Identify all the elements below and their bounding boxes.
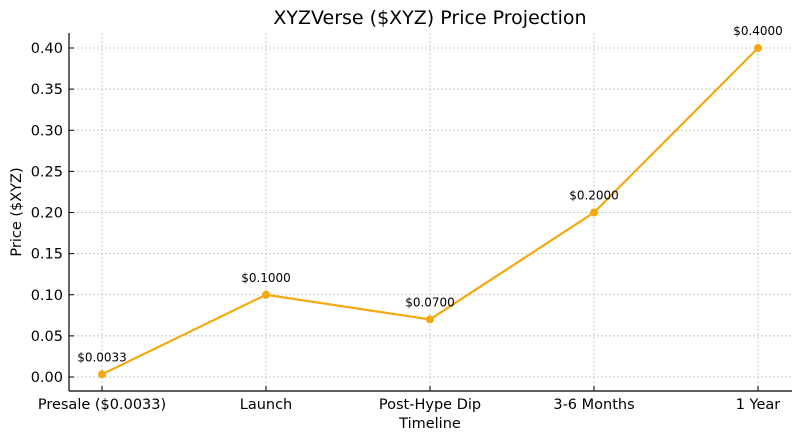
x-axis-ticks: Presale ($0.0033) Launch Post-Hype Dip 3-6 … [38,386,780,413]
y-axis-ticks: 0.00 0.05 0.10 0.15 0.20 0.25 0.30 0.35 0.40 [31,41,74,386]
x-tick-label: 1 Year [736,397,781,413]
x-tick-label: Launch [240,397,293,413]
data-point [98,370,106,379]
y-tick-label: 0.25 [31,164,63,180]
point-annotation: $0.0700 [405,295,455,309]
data-point [426,315,434,324]
gridlines [69,33,792,391]
y-axis-label: Price ($XYZ) [9,167,25,256]
y-tick-label: 0.05 [31,329,63,345]
data-points [98,44,762,379]
y-tick-label: 0.20 [31,206,63,222]
x-tick-label: 3-6 Months [553,397,634,413]
x-tick-label: Post-Hype Dip [379,397,481,413]
data-point [754,44,762,52]
data-annotations: $0.0033 $0.1000 $0.0700 $0.2000 $0.4000 [77,24,783,364]
y-tick-label: 0.00 [31,370,63,386]
y-tick-label: 0.30 [31,123,63,139]
y-tick-label: 0.10 [31,288,63,304]
point-annotation: $0.4000 [733,24,783,38]
data-point [590,208,598,217]
x-axis-label: Timeline [398,416,461,432]
chart-title: XYZVerse ($XYZ) Price Projection [273,7,586,29]
y-tick-label: 0.35 [31,82,63,98]
point-annotation: $0.0033 [77,350,127,364]
y-tick-label: 0.40 [31,41,63,57]
point-annotation: $0.1000 [241,271,291,285]
data-point [262,290,270,299]
y-tick-label: 0.15 [31,247,63,263]
point-annotation: $0.2000 [569,189,619,203]
x-tick-label: Presale ($0.0033) [38,397,166,413]
